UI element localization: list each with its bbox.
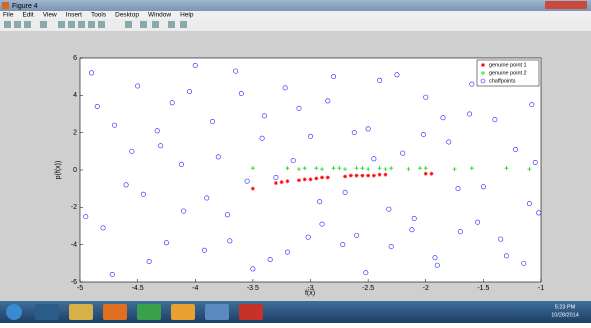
menu-bar	[0, 11, 591, 19]
data-point	[280, 180, 284, 184]
x-tick-label: -2	[423, 285, 429, 292]
data-point	[309, 177, 313, 181]
title-bar	[0, 0, 591, 11]
y-tick-label: 2	[73, 130, 77, 137]
tool-icon[interactable]	[78, 21, 85, 28]
taskbar-app[interactable]	[35, 304, 59, 320]
legend-label: chaffpoints	[489, 78, 516, 84]
data-point	[372, 174, 376, 178]
y-axis-label: p(f(x))	[55, 161, 62, 180]
window-controls[interactable]	[545, 1, 587, 9]
data-point	[424, 172, 428, 176]
screen: Figure 4 File Edit View Insert Tools Desktop W…	[0, 0, 591, 323]
window-title: Figure 4	[12, 3, 38, 10]
tool-icon[interactable]	[58, 21, 65, 28]
tool-icon[interactable]	[168, 21, 175, 28]
y-tick-label: -6	[71, 279, 77, 286]
x-axis-label: f(x)	[305, 290, 315, 297]
data-point	[355, 174, 359, 178]
tool-icon[interactable]	[14, 21, 21, 28]
tool-icon[interactable]	[24, 21, 31, 28]
data-point	[297, 178, 301, 182]
y-tick-label: 6	[73, 55, 77, 62]
data-point	[326, 175, 330, 179]
menu-item[interactable]: Tools	[91, 12, 107, 19]
app-icon	[2, 2, 9, 9]
menu-item[interactable]: View	[43, 12, 57, 19]
start-button[interactable]	[6, 304, 22, 320]
tool-icon[interactable]	[98, 21, 105, 28]
x-tick-label: -4.5	[132, 285, 144, 292]
data-point	[430, 172, 434, 176]
tool-icon[interactable]	[140, 21, 147, 28]
taskbar-app[interactable]	[205, 304, 229, 320]
tool-icon[interactable]	[88, 21, 95, 28]
x-tick-label: -1.5	[477, 285, 489, 292]
y-tick-label: 0	[73, 167, 77, 174]
data-point	[343, 175, 347, 179]
menu-item[interactable]: Window	[148, 12, 171, 19]
tool-icon[interactable]	[125, 21, 132, 28]
data-point	[360, 174, 364, 178]
data-point	[378, 173, 382, 177]
menu-item[interactable]: Edit	[22, 12, 33, 19]
taskbar-app[interactable]	[171, 304, 195, 320]
x-tick-label: -3.5	[247, 285, 259, 292]
data-point	[285, 179, 289, 183]
menu-item[interactable]: Desktop	[115, 12, 139, 19]
menu-item[interactable]: Insert	[66, 12, 82, 19]
data-point	[251, 187, 255, 191]
menu-item[interactable]: File	[3, 12, 14, 19]
legend-label: genuine point 1	[489, 62, 527, 68]
x-tick-label: -1	[538, 285, 544, 292]
data-point	[349, 174, 353, 178]
legend-marker	[481, 63, 485, 67]
taskbar-app[interactable]	[239, 304, 263, 320]
tool-icon[interactable]	[68, 21, 75, 28]
y-tick-label: -4	[71, 242, 77, 249]
tool-icon[interactable]	[180, 21, 187, 28]
menu-item[interactable]: Help	[180, 12, 194, 19]
data-point	[303, 177, 307, 181]
x-tick-label: -4	[192, 285, 198, 292]
x-tick-label: -2.5	[362, 285, 374, 292]
x-tick-label: -5	[77, 285, 83, 292]
taskbar-app[interactable]	[137, 304, 161, 320]
data-point	[383, 173, 387, 177]
taskbar-app[interactable]	[103, 304, 127, 320]
data-point	[274, 181, 278, 185]
y-tick-label: 4	[73, 92, 77, 99]
legend-label: genuine point 2	[489, 70, 527, 76]
clock-time: 5:23 PM	[555, 304, 576, 310]
tool-icon[interactable]	[4, 21, 11, 28]
taskbar-app[interactable]	[69, 304, 93, 320]
data-point	[314, 176, 318, 180]
tool-icon[interactable]	[152, 21, 159, 28]
data-point	[366, 174, 370, 178]
clock-date: 10/28/2014	[551, 312, 579, 318]
data-point	[320, 175, 324, 179]
tool-icon[interactable]	[40, 21, 47, 28]
y-tick-label: -2	[71, 204, 77, 211]
